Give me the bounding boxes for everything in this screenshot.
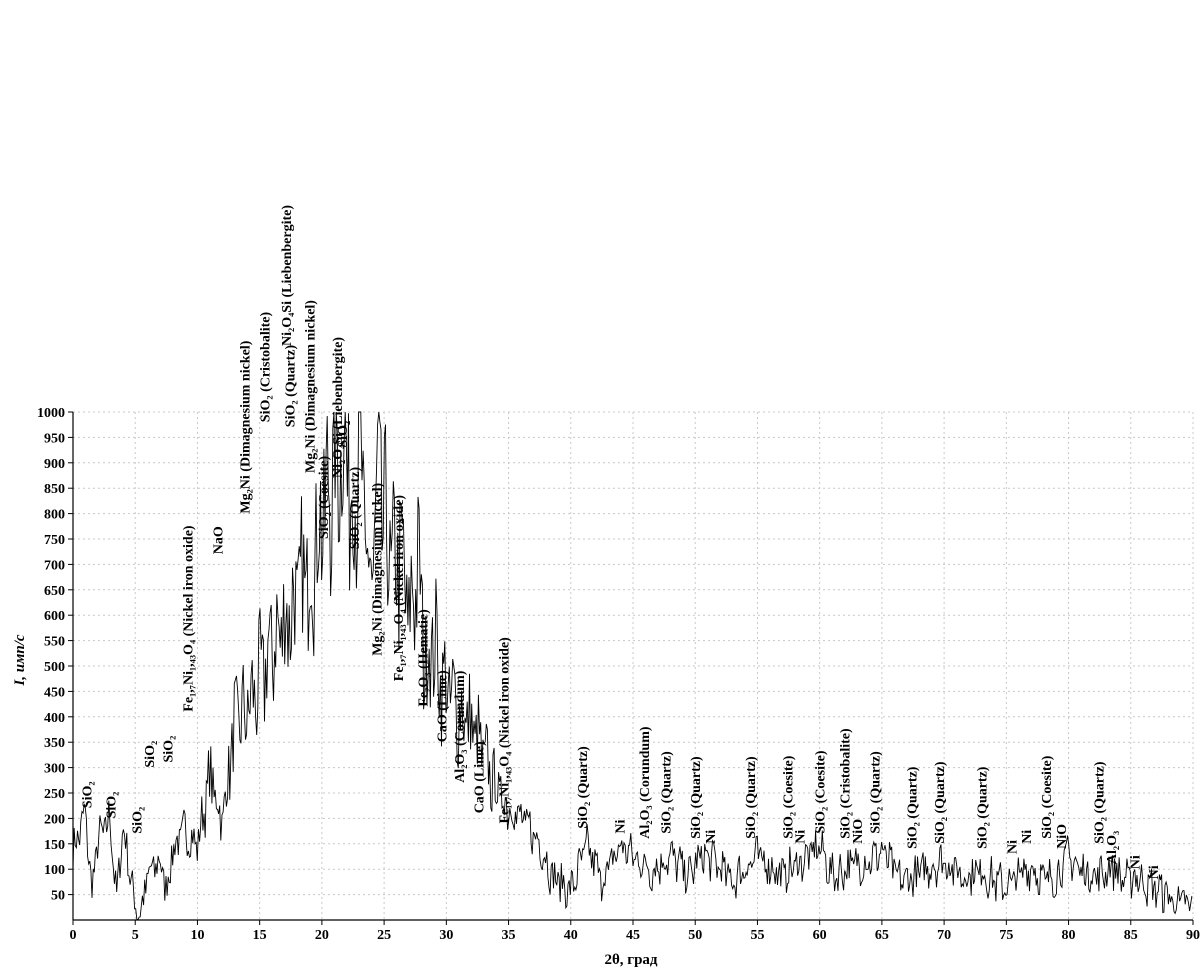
- peak-label: NiO: [1055, 824, 1070, 849]
- peak-label: SiO₂ (Quartz): [689, 756, 704, 839]
- x-tick-label: 85: [1124, 928, 1138, 943]
- x-tick-label: 80: [1062, 928, 1076, 943]
- peak-label: Al₂O₃ (Corundum): [638, 726, 653, 839]
- x-tick-label: 40: [564, 928, 578, 943]
- y-tick-label: 400: [44, 711, 65, 726]
- peak-label: SiO₂ (Quartz): [975, 766, 990, 849]
- peak-label: Ni₂O₄Si (Liebenbergite): [331, 337, 346, 478]
- y-tick-label: 150: [44, 838, 65, 853]
- peak-label: SiO₂ (Coesite): [1040, 755, 1055, 838]
- x-tick-label: 0: [70, 928, 77, 943]
- peak-label: Ni₂O₄Si (Liebenbergite): [280, 205, 295, 346]
- peak-label: SiO₂ (Quartz): [659, 751, 674, 834]
- y-tick-label: 800: [44, 508, 65, 523]
- plot-area: [72, 411, 1193, 921]
- peak-label: SiO₂: [81, 781, 96, 808]
- peak-label: Mg₂Ni (Dimagnesium nickel): [303, 300, 318, 473]
- x-tick-label: 15: [253, 928, 267, 943]
- peak-label: Ni: [613, 819, 628, 833]
- x-tick-label: 55: [750, 928, 764, 943]
- peak-label: SiO₂ (Quartz): [576, 746, 591, 829]
- peak-label: SiO₂ (Cristobalite): [259, 312, 274, 423]
- peak-label: SiO₂ (Quartz): [906, 766, 921, 849]
- x-tick-label: 25: [377, 928, 391, 943]
- peak-label: SiO₂ (Quartz): [284, 345, 299, 428]
- peak-label: Fe₂O₃ (Hematie): [417, 609, 432, 707]
- peak-label: SiO₂: [104, 792, 119, 819]
- peak-label: CaO (Lime): [473, 741, 488, 813]
- y-tick-label: 350: [44, 736, 65, 751]
- peak-label: Al₂O₃ (Corundum): [453, 670, 468, 783]
- peak-label: SiO₂ (Cristobalite): [839, 728, 854, 839]
- peak-label: CaO (Lime): [435, 670, 450, 742]
- x-tick-label: 50: [688, 928, 702, 943]
- peak-annotations: SiO₂ SiO₂ SiO₂ SiO₂ SiO₂ Fe₁,₇Ni₁,₄₃O₄ (Nicke…: [81, 205, 1162, 880]
- x-tick-label: 30: [439, 928, 453, 943]
- y-tick-label: 100: [44, 863, 65, 878]
- peak-label: SiO₂ (Quartz): [348, 467, 363, 550]
- y-tick-label: 550: [44, 635, 65, 650]
- y-tick-label: 200: [44, 812, 65, 827]
- peak-label: SiO₂: [336, 421, 351, 448]
- peak-label: SiO₂: [143, 741, 158, 768]
- peak-label: Fe₁,₇Ni₁,₄₃O₄ (Nickel iron oxide): [182, 525, 197, 712]
- y-tick-label: 450: [44, 685, 65, 700]
- peak-label: Ni: [1147, 865, 1162, 879]
- peak-label: SiO₂ (Quartz): [933, 761, 948, 844]
- x-tick-label: 5: [132, 928, 139, 943]
- y-tick-label: 300: [44, 762, 65, 777]
- x-tick-label: 35: [502, 928, 516, 943]
- peak-label: SiO₂ (Coesite): [781, 755, 796, 838]
- y-tick-label: 650: [44, 584, 65, 599]
- y-tick-label: 500: [44, 660, 65, 675]
- peak-label: SiO₂: [130, 807, 145, 834]
- peak-label: NaO: [211, 526, 226, 554]
- y-tick-label: 950: [44, 431, 65, 446]
- axes: [68, 411, 1194, 925]
- y-tick-label: 600: [44, 609, 65, 624]
- tick-labels: 0 5 10 15 20 25 30 35 40 45 50 55 60 65 70 75 80 85 90 50 10…: [37, 406, 1200, 943]
- y-tick-label: 250: [44, 787, 65, 802]
- y-tick-label: 50: [51, 889, 65, 904]
- x-tick-label: 20: [315, 928, 329, 943]
- peak-label: Fe₁,₇Ni₁,₄₃O₄ (Nickel iron oxide): [392, 495, 407, 682]
- peak-label: SiO₂: [162, 736, 177, 763]
- y-tick-label: 1000: [37, 406, 65, 421]
- y-tick-label: 750: [44, 533, 65, 548]
- y-axis-label: I, имп/с: [12, 634, 28, 686]
- peak-label: Ni: [1129, 855, 1144, 869]
- peak-label: Mg₂Ni (Dimagnesium nickel): [239, 340, 254, 513]
- peak-label: Mg₂Ni (Dimagnesium nickel): [371, 482, 386, 655]
- peak-label: Fe₁,₇Ni₁,₄₃O₄ (Nickel iron oxide): [498, 637, 513, 824]
- peak-label: SiO₂ (Coesite): [317, 456, 332, 539]
- peak-label: SiO₂ (Quartz): [1092, 761, 1107, 844]
- peak-label: NiO: [851, 819, 866, 844]
- y-tick-label: 700: [44, 558, 65, 573]
- peak-label: SiO₂ (Coesite): [814, 750, 829, 833]
- x-tick-label: 10: [190, 928, 204, 943]
- peak-label: Ni: [1005, 840, 1020, 854]
- xrd-series-line: [72, 411, 1193, 921]
- x-axis-label: 2θ, град: [604, 952, 657, 968]
- y-tick-label: 900: [44, 457, 65, 472]
- peak-label: Ni: [1020, 830, 1035, 844]
- grid: [73, 411, 1194, 920]
- peak-label: SiO₂ (Quartz): [744, 756, 759, 839]
- x-tick-label: 70: [937, 928, 951, 943]
- x-tick-label: 75: [999, 928, 1013, 943]
- x-tick-label: 60: [813, 928, 827, 943]
- peak-label: Al₂O₃: [1105, 831, 1120, 864]
- peak-label: Ni: [704, 830, 719, 844]
- x-tick-label: 65: [875, 928, 889, 943]
- y-tick-label: 850: [44, 482, 65, 497]
- x-tick-label: 90: [1186, 928, 1200, 943]
- x-tick-label: 45: [626, 928, 640, 943]
- peak-label: SiO₂ (Quartz): [868, 751, 883, 834]
- peak-label: Ni: [794, 830, 809, 844]
